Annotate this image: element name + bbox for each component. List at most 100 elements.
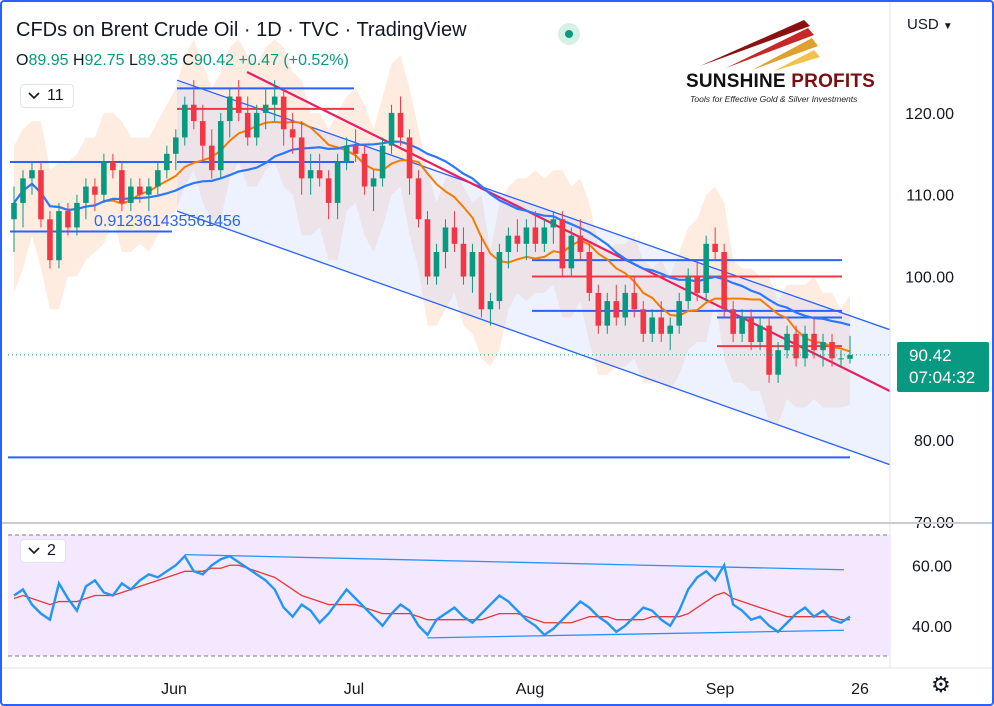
candle <box>568 227 575 277</box>
symbol-title: CFDs on Brent Crude Oil · 1D · TVC · Tra… <box>16 19 467 41</box>
open-label: O <box>16 52 29 69</box>
candle <box>146 178 152 212</box>
candle-body <box>280 96 287 130</box>
channel-lower-line <box>176 210 891 466</box>
candle <box>11 186 17 252</box>
candle-body <box>316 170 323 179</box>
candle <box>343 137 350 171</box>
candle <box>101 153 107 203</box>
candle <box>838 350 844 367</box>
candle-body <box>487 301 494 310</box>
currency-selector[interactable]: USD ▼ <box>907 16 953 33</box>
candle <box>110 153 116 179</box>
candle-body <box>217 121 224 171</box>
oscillator-toggle-button[interactable]: 2 <box>20 539 66 563</box>
candle <box>388 104 395 154</box>
candle <box>280 88 287 146</box>
trend-line <box>246 71 891 393</box>
candle <box>577 219 584 261</box>
candle <box>379 137 386 187</box>
y-tick-label: 80.00 <box>914 433 954 450</box>
candle-body <box>550 219 557 228</box>
channel-fill <box>177 80 890 465</box>
candle <box>83 178 89 220</box>
live-status-icon <box>558 23 580 45</box>
candle <box>370 170 377 212</box>
candle-body <box>568 235 575 269</box>
rsi-divergence-line <box>427 629 845 639</box>
candle-body <box>811 333 817 351</box>
candle <box>478 235 485 318</box>
candle-body <box>65 211 71 228</box>
sunshine-profits-logo: SUNSHINE PROFITS Tools for Effective Gol… <box>686 16 876 108</box>
last-price-badge: 90.42 07:04:32 <box>897 342 989 392</box>
candle-body <box>838 358 844 360</box>
candle <box>829 333 835 367</box>
candle <box>217 112 224 179</box>
logo-name-a: SUNSHINE <box>686 71 786 92</box>
candle-body <box>649 317 656 334</box>
open-value: 89.95 <box>28 52 69 69</box>
gear-icon[interactable]: ⚙ <box>931 672 951 697</box>
candle-body <box>478 252 485 310</box>
candle <box>685 268 691 310</box>
candle-body <box>469 252 476 277</box>
candle <box>406 129 413 195</box>
candle <box>631 276 638 318</box>
candle-body <box>137 186 143 195</box>
candle-body <box>11 202 17 220</box>
candle <box>694 260 700 302</box>
candle <box>119 162 125 212</box>
candle-body <box>712 243 718 252</box>
oscillator-count: 2 <box>47 542 56 559</box>
candle-body <box>146 186 152 195</box>
candle <box>559 211 566 277</box>
indicators-toggle-button[interactable]: 11 <box>20 84 74 108</box>
candle <box>244 96 251 146</box>
candle-body <box>20 178 26 203</box>
candle <box>604 292 611 334</box>
candle <box>56 202 62 269</box>
candle-body <box>631 292 638 310</box>
fast-moving-average-line <box>13 120 851 353</box>
candle-body <box>514 235 521 244</box>
logo-name-b: PROFITS <box>785 71 876 92</box>
candle <box>847 335 853 364</box>
candle <box>793 325 799 367</box>
candle-body <box>244 112 251 138</box>
candle-body <box>847 354 853 359</box>
low-value: 89.35 <box>137 52 178 69</box>
candle-body <box>370 178 377 187</box>
candle <box>667 317 674 351</box>
candle-body <box>766 325 772 375</box>
candle-body <box>685 276 691 302</box>
candle <box>182 96 188 146</box>
last-price-value: 90.42 <box>909 346 952 365</box>
candle <box>514 219 521 252</box>
candle <box>325 170 332 220</box>
candle-body <box>307 170 314 179</box>
candle-body <box>775 350 781 375</box>
candle-body <box>622 292 629 318</box>
close-value: 90.42 <box>193 52 235 69</box>
candle <box>811 317 817 359</box>
candle-body <box>424 219 431 277</box>
candle-body <box>613 301 620 318</box>
candle-body <box>793 333 799 359</box>
candle <box>361 145 368 195</box>
candle-body <box>289 129 296 138</box>
chevron-down-icon <box>28 547 40 555</box>
rsi-divergence-line <box>184 554 845 571</box>
change-value: +0.47 (+0.52%) <box>238 52 349 69</box>
candle-body <box>757 325 763 342</box>
candle-body <box>595 292 602 326</box>
candle <box>730 301 736 342</box>
candle <box>595 284 602 334</box>
candle-body <box>190 104 197 122</box>
candle-body <box>334 162 341 203</box>
rsi-band <box>8 535 890 656</box>
fib-level-label: 0.912361435561456 <box>94 213 241 230</box>
candle-body <box>532 227 539 244</box>
candle <box>208 129 215 179</box>
